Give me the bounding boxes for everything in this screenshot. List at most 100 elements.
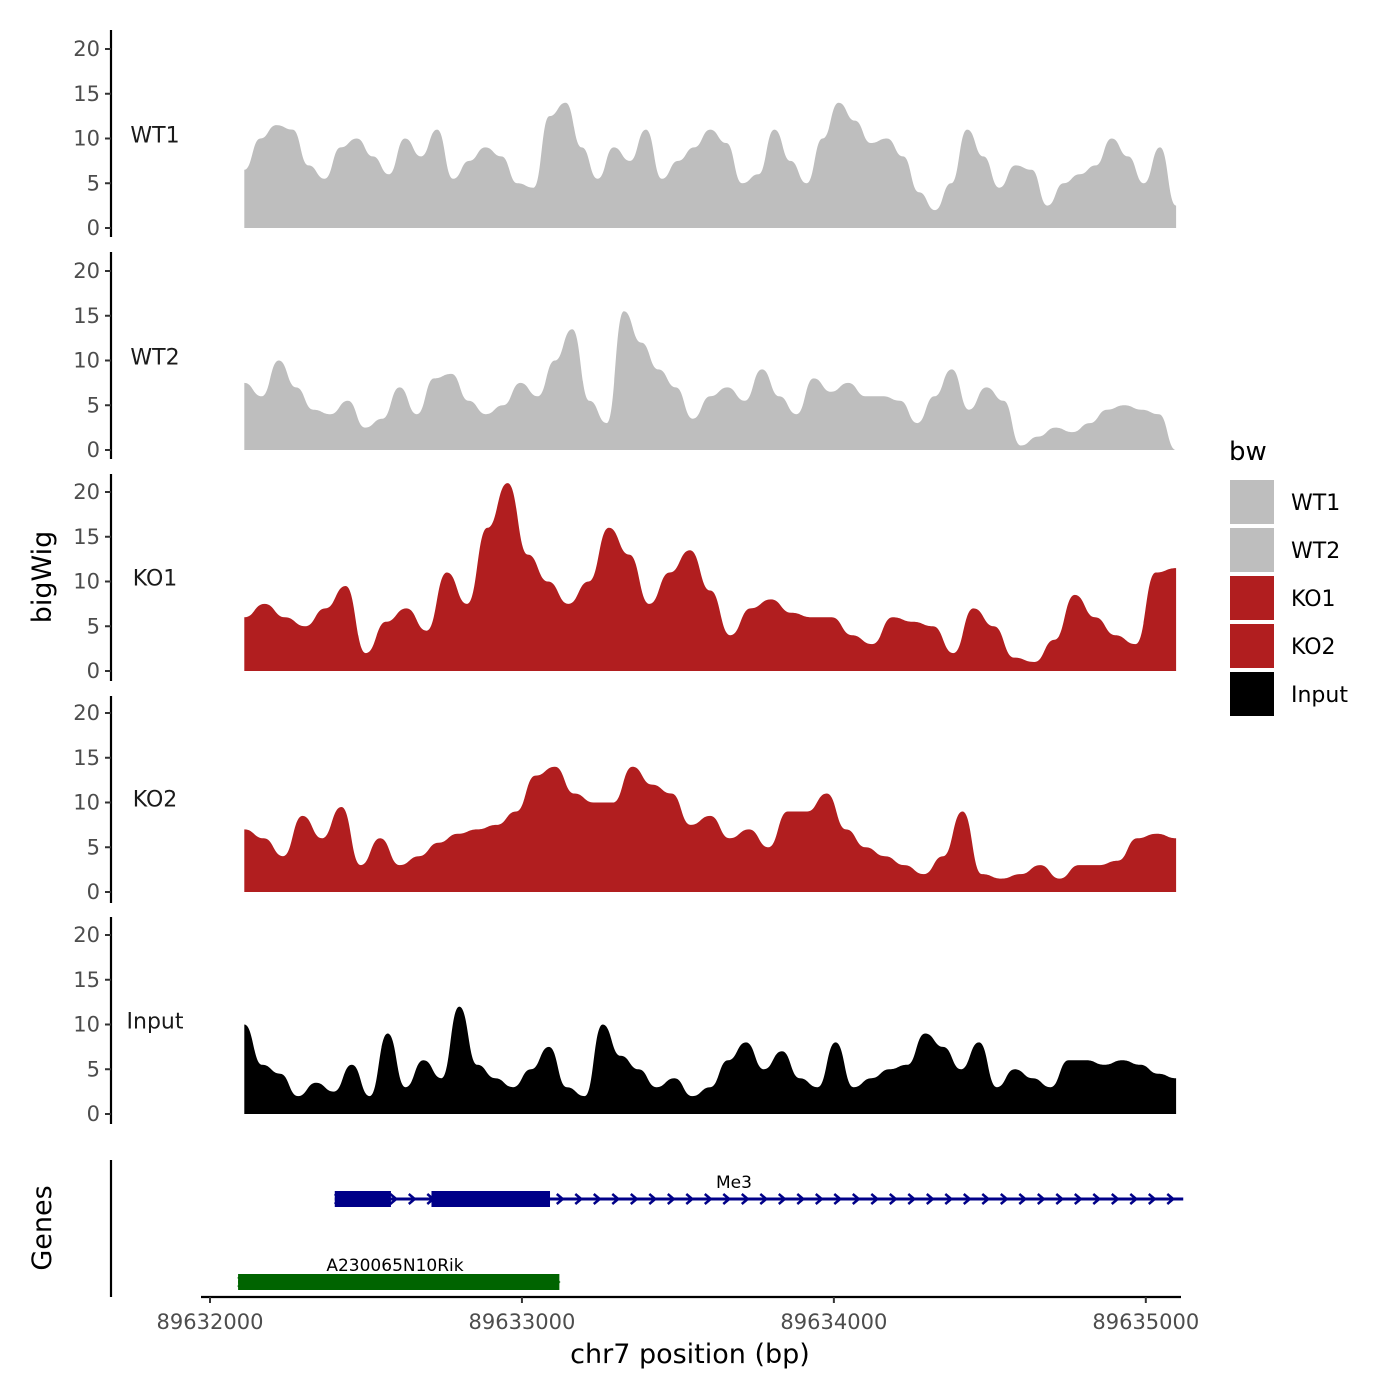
strand-arrow — [611, 1193, 621, 1205]
y-axis-title: bigWig — [27, 531, 58, 624]
coverage-area-ko1 — [244, 483, 1177, 671]
x-tick-label: 89635000 — [1092, 1310, 1199, 1334]
strand-arrow — [925, 1193, 935, 1205]
track-wt1: 0 5 10 15 20 WT1 — [73, 30, 1177, 240]
strand-arrow — [907, 1193, 917, 1205]
coverage-tracks: 0 5 10 15 20 WT1 0 5 10 15 20 WT2 0 5 10 15 20 KO1 0 5 10 15 2… — [73, 30, 1177, 1126]
legend-key-ko2 — [1230, 624, 1274, 668]
gene-me3: Me3 — [333, 1173, 1184, 1207]
strand-arrow — [629, 1193, 639, 1205]
y-tick-label: 5 — [87, 835, 100, 859]
strand-arrow — [1092, 1193, 1102, 1205]
legend-key-ko1 — [1230, 576, 1274, 620]
y-tick-label: 5 — [87, 614, 100, 638]
y-tick-label: 5 — [87, 1057, 100, 1081]
y-tick-label: 10 — [73, 791, 100, 815]
strand-arrow — [592, 1193, 602, 1205]
gene-a230065n10rik: A230065N10Rik — [237, 1256, 561, 1290]
x-tick-label: 89633000 — [468, 1310, 575, 1334]
gene-label-a230065n10rik: A230065N10Rik — [326, 1256, 463, 1276]
y-tick-label: 10 — [73, 127, 100, 151]
strand-arrow — [796, 1193, 806, 1205]
strand-arrow — [870, 1193, 880, 1205]
strand-arrow — [1166, 1193, 1176, 1205]
strand-arrow — [389, 1193, 399, 1205]
y-tick-label: 0 — [87, 216, 100, 240]
strand-arrow — [555, 1193, 565, 1205]
y-tick-label: 15 — [73, 304, 100, 328]
track-ko2: 0 5 10 15 20 KO2 — [73, 696, 1177, 904]
track-label-ko2: KO2 — [133, 788, 178, 813]
legend-label-wt1: WT1 — [1291, 491, 1340, 516]
y-tick-label: 10 — [73, 570, 100, 594]
strand-arrow — [1073, 1193, 1083, 1205]
strand-arrow — [833, 1193, 843, 1205]
strand-arrow — [740, 1193, 750, 1205]
y-tick-label: 5 — [87, 393, 100, 417]
gene-exon — [334, 1191, 391, 1207]
strand-arrow — [981, 1193, 991, 1205]
y-tick-label: 20 — [73, 259, 100, 283]
x-axis-title: chr7 position (bp) — [570, 1339, 810, 1370]
y-tick-label: 15 — [73, 82, 100, 106]
y-tick-label: 20 — [73, 923, 100, 947]
track-wt2: 0 5 10 15 20 WT2 — [73, 252, 1177, 462]
strand-arrow — [1110, 1193, 1120, 1205]
strand-arrow — [685, 1193, 695, 1205]
y-tick-label: 15 — [73, 746, 100, 770]
gene-exon — [431, 1191, 551, 1207]
legend-label-wt2: WT2 — [1291, 539, 1340, 564]
legend-label-ko2: KO2 — [1291, 635, 1336, 660]
strand-arrow — [1055, 1193, 1065, 1205]
legend: bw WT1 WT2 KO1 KO2 Input — [1229, 437, 1348, 716]
strand-arrow — [944, 1193, 954, 1205]
y-tick-label: 15 — [73, 525, 100, 549]
strand-arrow — [722, 1193, 732, 1205]
strand-arrow — [666, 1193, 676, 1205]
strand-arrow — [999, 1193, 1009, 1205]
y-tick-label: 5 — [87, 171, 100, 195]
strand-arrow — [1129, 1193, 1139, 1205]
y-tick-label: 0 — [87, 1102, 100, 1126]
legend-key-wt2 — [1230, 528, 1274, 572]
track-label-ko1: KO1 — [133, 567, 178, 592]
genes-axis-title: Genes — [27, 1185, 58, 1270]
track-ko1: 0 5 10 15 20 KO1 — [73, 474, 1177, 683]
legend-key-wt1 — [1230, 480, 1274, 524]
strand-arrow — [851, 1193, 861, 1205]
y-tick-label: 0 — [87, 880, 100, 904]
gene-label-me3: Me3 — [716, 1173, 752, 1193]
strand-arrow — [814, 1193, 824, 1205]
strand-arrow — [407, 1193, 417, 1205]
track-label-input: Input — [127, 1010, 184, 1035]
strand-arrow — [962, 1193, 972, 1205]
gene-exon — [238, 1274, 560, 1290]
strand-arrow — [1036, 1193, 1046, 1205]
x-tick-label: 89634000 — [780, 1310, 887, 1334]
strand-arrow — [777, 1193, 787, 1205]
y-tick-label: 0 — [87, 438, 100, 462]
strand-arrow — [574, 1193, 584, 1205]
legend-title: bw — [1229, 437, 1267, 467]
strand-arrow — [703, 1193, 713, 1205]
track-input: 0 5 10 15 20 Input — [73, 917, 1177, 1126]
coverage-area-input — [244, 1006, 1177, 1114]
track-label-wt1: WT1 — [130, 124, 179, 149]
x-axis: 89632000 89633000 89634000 89635000 — [157, 1295, 1199, 1334]
x-tick-label: 89632000 — [157, 1310, 264, 1334]
y-tick-label: 0 — [87, 659, 100, 683]
y-tick-label: 20 — [73, 701, 100, 725]
track-label-wt2: WT2 — [130, 346, 179, 371]
legend-label-input: Input — [1291, 683, 1348, 708]
legend-label-ko1: KO1 — [1291, 587, 1336, 612]
strand-arrow — [648, 1193, 658, 1205]
y-tick-label: 10 — [73, 1013, 100, 1037]
y-tick-label: 15 — [73, 968, 100, 992]
strand-arrow — [1018, 1193, 1028, 1205]
coverage-area-wt1 — [244, 102, 1177, 228]
y-tick-label: 10 — [73, 349, 100, 373]
strand-arrow — [759, 1193, 769, 1205]
genes-track: Me3 A230065N10Rik — [109, 1160, 1184, 1297]
y-tick-label: 20 — [73, 480, 100, 504]
